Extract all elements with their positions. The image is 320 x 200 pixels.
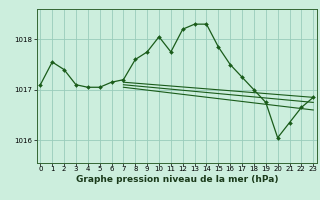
X-axis label: Graphe pression niveau de la mer (hPa): Graphe pression niveau de la mer (hPa) (76, 175, 278, 184)
